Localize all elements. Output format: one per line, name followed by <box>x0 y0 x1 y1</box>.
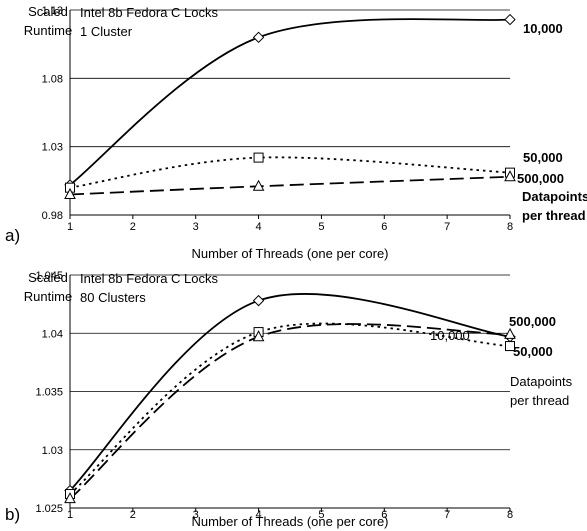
x-tick-label: 6 <box>381 221 387 233</box>
x-tick-label: 3 <box>193 221 199 233</box>
x-tick-label: 7 <box>444 509 450 521</box>
y-axis-label: Scaled <box>28 4 68 19</box>
x-tick-label: 1 <box>67 509 73 521</box>
x-axis-label: Number of Threads (one per core) <box>191 514 388 529</box>
legend-note: per thread <box>510 393 569 408</box>
y-tick-label: 1.03 <box>42 445 63 457</box>
x-tick-label: 3 <box>193 509 199 521</box>
series-label: 500,000 <box>509 314 556 329</box>
y-tick-label: 1.13 <box>42 5 63 17</box>
data-point-diamond <box>252 294 265 307</box>
chart-panel-b: 1.025 1.03 1.035 1.04 1.045 1 2 3 4 5 6 7 8 Scaled Run… <box>5 270 573 529</box>
legend-note: Datapoints <box>522 189 587 204</box>
data-point-square <box>505 341 515 352</box>
series-label: 10,000 <box>430 328 470 343</box>
y-axis-label: Scaled <box>28 270 68 285</box>
series-line-500000 <box>69 175 511 196</box>
chart-panel-a: 0.98 1.03 1.08 1.13 1 2 3 4 5 6 7 8 Scaled Runtime Int… <box>5 4 587 261</box>
data-point-triangle <box>252 179 265 191</box>
x-tick-label: 5 <box>318 221 324 233</box>
panel-label: a) <box>5 226 20 245</box>
series-label: 10,000 <box>523 21 563 36</box>
y-tick-label: 1.045 <box>35 270 63 282</box>
series-line-10000 <box>69 18 511 186</box>
data-point-triangle <box>504 327 516 339</box>
series-line-50000 <box>69 156 511 189</box>
y-tick-label: 1.04 <box>42 328 63 340</box>
x-tick-label: 6 <box>381 509 387 521</box>
legend-note: per thread <box>522 208 586 223</box>
y-tick-label: 1.08 <box>42 73 63 85</box>
x-tick-label: 2 <box>130 221 136 233</box>
panel-label: b) <box>5 505 20 524</box>
chart-annotation: Intel 8b Fedora C Locks <box>80 271 219 286</box>
data-point-triangle <box>64 492 76 504</box>
chart-annotation: 1 Cluster <box>80 24 133 39</box>
x-tick-label: 4 <box>256 221 262 233</box>
x-tick-label: 5 <box>318 509 324 521</box>
y-tick-label: 1.035 <box>35 387 63 399</box>
y-axis-label: Runtime <box>24 23 72 38</box>
y-tick-label: 1.03 <box>42 142 63 154</box>
chart-annotation: Intel 8b Fedora C Locks <box>80 5 219 20</box>
x-tick-label: 4 <box>256 509 262 521</box>
series-line-10000 <box>69 293 511 492</box>
y-tick-label: 0.98 <box>42 210 63 222</box>
series-line-500000 <box>69 323 511 500</box>
chart-annotation: 80 Clusters <box>80 290 146 305</box>
data-point-triangle <box>252 330 265 342</box>
data-point-diamond <box>252 31 265 44</box>
x-axis-label: Number of Threads (one per core) <box>191 246 388 261</box>
x-tick-label: 1 <box>67 221 73 233</box>
x-tick-label: 2 <box>130 509 136 521</box>
legend-note: Datapoints <box>510 374 573 389</box>
data-point-square <box>253 152 264 163</box>
x-tick-label: 8 <box>507 509 513 521</box>
y-axis-label: Runtime <box>24 289 72 304</box>
data-point-triangle <box>64 187 76 199</box>
x-tick-label: 7 <box>444 221 450 233</box>
series-label: 500,000 <box>517 171 564 186</box>
data-point-triangle <box>504 170 516 182</box>
y-tick-label: 1.025 <box>35 503 63 515</box>
data-point-diamond <box>504 13 516 26</box>
x-tick-label: 8 <box>507 221 513 233</box>
series-label: 50,000 <box>513 344 553 359</box>
series-label: 50,000 <box>523 150 563 165</box>
